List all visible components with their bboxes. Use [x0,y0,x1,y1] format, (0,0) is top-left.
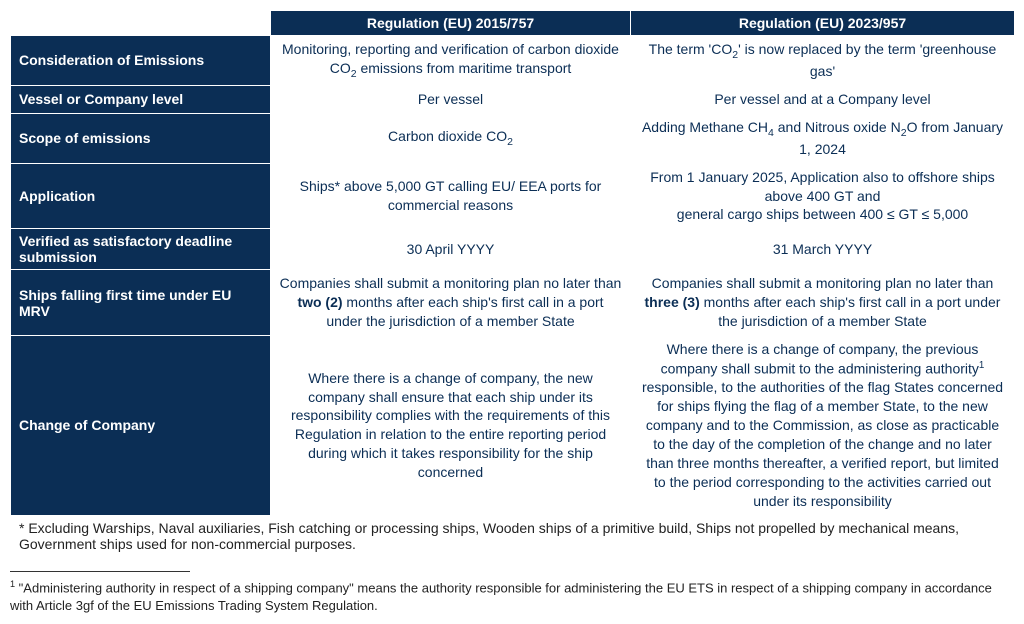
footnote-1: 1 "Administering authority in respect of… [10,578,1014,614]
table-header-row: Regulation (EU) 2015/757 Regulation (EU)… [11,11,1015,36]
row-label-vessel-level: Vessel or Company level [11,85,271,113]
cell-r4-c2: From 1 January 2025, Application also to… [631,163,1015,229]
header-col-2023: Regulation (EU) 2023/957 [631,11,1015,36]
regulation-comparison-table: Regulation (EU) 2015/757 Regulation (EU)… [10,10,1015,557]
asterisk-note-row: * Excluding Warships, Naval auxiliaries,… [11,515,1015,556]
cell-r2-c1: Per vessel [271,85,631,113]
row-label-application: Application [11,163,271,229]
cell-r7-c2: Where there is a change of company, the … [631,335,1015,515]
table-row: Verified as satisfactory deadline submis… [11,229,1015,270]
cell-r1-c2: The term 'CO2' is now replaced by the te… [631,36,1015,86]
table-row: Scope of emissions Carbon dioxide CO2 Ad… [11,113,1015,163]
table-row: Application Ships* above 5,000 GT callin… [11,163,1015,229]
cell-r4-c1: Ships* above 5,000 GT calling EU/ EEA po… [271,163,631,229]
table-row: Ships falling first time under EU MRV Co… [11,270,1015,336]
cell-r7-c1: Where there is a change of company, the … [271,335,631,515]
row-label-deadline: Verified as satisfactory deadline submis… [11,229,271,270]
header-col-2015: Regulation (EU) 2015/757 [271,11,631,36]
cell-r6-c1: Companies shall submit a monitoring plan… [271,270,631,336]
cell-r2-c2: Per vessel and at a Company level [631,85,1015,113]
row-label-first-time-mrv: Ships falling first time under EU MRV [11,270,271,336]
row-label-scope: Scope of emissions [11,113,271,163]
cell-r1-c1: Monitoring, reporting and verification o… [271,36,631,86]
footnote-rule [10,571,190,572]
asterisk-note: * Excluding Warships, Naval auxiliaries,… [11,515,1015,556]
table-row: Change of Company Where there is a chang… [11,335,1015,515]
table-row: Consideration of Emissions Monitoring, r… [11,36,1015,86]
cell-r3-c1: Carbon dioxide CO2 [271,113,631,163]
row-label-consideration: Consideration of Emissions [11,36,271,86]
cell-r5-c1: 30 April YYYY [271,229,631,270]
header-blank [11,11,271,36]
row-label-change-company: Change of Company [11,335,271,515]
cell-r3-c2: Adding Methane CH4 and Nitrous oxide N2O… [631,113,1015,163]
cell-r6-c2: Companies shall submit a monitoring plan… [631,270,1015,336]
cell-r5-c2: 31 March YYYY [631,229,1015,270]
table-row: Vessel or Company level Per vessel Per v… [11,85,1015,113]
